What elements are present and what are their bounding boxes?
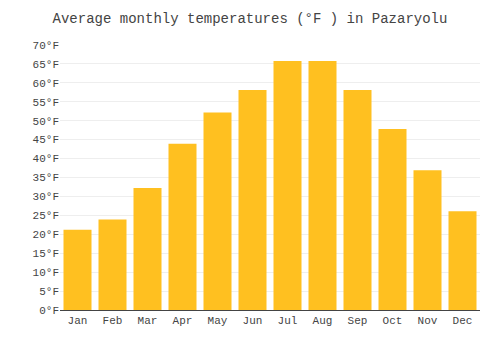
svg-text:Jul: Jul — [278, 315, 298, 327]
svg-text:45°F: 45°F — [33, 134, 59, 146]
svg-text:70°F: 70°F — [33, 40, 59, 52]
svg-text:20°F: 20°F — [33, 229, 59, 241]
svg-text:Sep: Sep — [348, 315, 368, 327]
svg-text:Mar: Mar — [138, 315, 158, 327]
svg-text:Jun: Jun — [243, 315, 263, 327]
svg-text:Apr: Apr — [173, 315, 193, 327]
svg-text:Feb: Feb — [103, 315, 123, 327]
svg-text:0°F: 0°F — [39, 305, 59, 317]
svg-text:5°F: 5°F — [39, 286, 59, 298]
svg-text:Aug: Aug — [313, 315, 333, 327]
svg-text:Dec: Dec — [453, 315, 473, 327]
svg-text:65°F: 65°F — [33, 59, 59, 71]
svg-text:Oct: Oct — [383, 315, 403, 327]
svg-text:40°F: 40°F — [33, 153, 59, 165]
svg-text:55°F: 55°F — [33, 97, 59, 109]
svg-text:10°F: 10°F — [33, 267, 59, 279]
svg-text:30°F: 30°F — [33, 191, 59, 203]
svg-text:Jan: Jan — [68, 315, 88, 327]
svg-text:May: May — [208, 315, 228, 327]
svg-text:60°F: 60°F — [33, 78, 59, 90]
svg-text:25°F: 25°F — [33, 210, 59, 222]
svg-text:Nov: Nov — [418, 315, 438, 327]
svg-text:Average monthly temperatures (: Average monthly temperatures (°F ) in Pa… — [53, 11, 448, 27]
svg-text:15°F: 15°F — [33, 248, 59, 260]
svg-text:50°F: 50°F — [33, 116, 59, 128]
svg-text:35°F: 35°F — [33, 172, 59, 184]
